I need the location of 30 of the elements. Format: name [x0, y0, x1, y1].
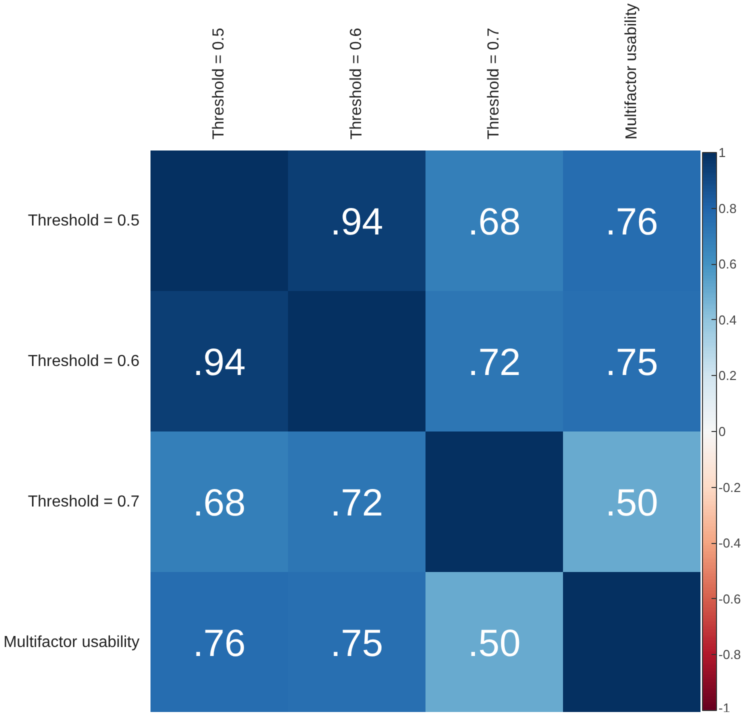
- data-label: .68: [468, 201, 521, 244]
- color-bar-label: 0: [718, 424, 726, 439]
- color-bar-label: -0.4: [718, 536, 741, 551]
- data-label: .75: [605, 342, 658, 384]
- color-bar-label: 1: [718, 145, 726, 160]
- data-label: .68: [192, 482, 246, 524]
- data-label: .75: [330, 622, 384, 665]
- color-bar-label: 0.6: [718, 256, 737, 272]
- color-bar-label: 0.2: [718, 368, 737, 384]
- x-tick-label: Multifactor usability: [623, 3, 640, 140]
- y-tick-label: Threshold = 0.6: [28, 352, 140, 370]
- data-label: .50: [605, 482, 658, 524]
- x-tick-label: Threshold = 0.7: [486, 28, 503, 140]
- data-label: .94: [330, 201, 384, 244]
- color-bar-label: 0.4: [718, 312, 737, 328]
- data-label: .94: [192, 342, 246, 384]
- data-label: .72: [468, 342, 521, 384]
- color-bar-label: -0.6: [718, 591, 741, 606]
- y-tick-label: Threshold = 0.5: [28, 212, 140, 230]
- data-label: .76: [605, 201, 658, 244]
- data-label: .76: [192, 622, 246, 665]
- color-bar-label: 0.8: [718, 200, 737, 216]
- x-tick-label: Threshold = 0.5: [210, 28, 228, 140]
- x-tick-label: Threshold = 0.6: [348, 28, 366, 140]
- data-label: .72: [330, 482, 384, 524]
- y-tick-label: Threshold = 0.7: [28, 493, 140, 510]
- data-label: .50: [468, 622, 521, 665]
- color-bar-label: -0.8: [718, 647, 741, 662]
- color-bar-label: -0.2: [718, 480, 741, 495]
- y-tick-label: Multifactor usability: [3, 634, 140, 651]
